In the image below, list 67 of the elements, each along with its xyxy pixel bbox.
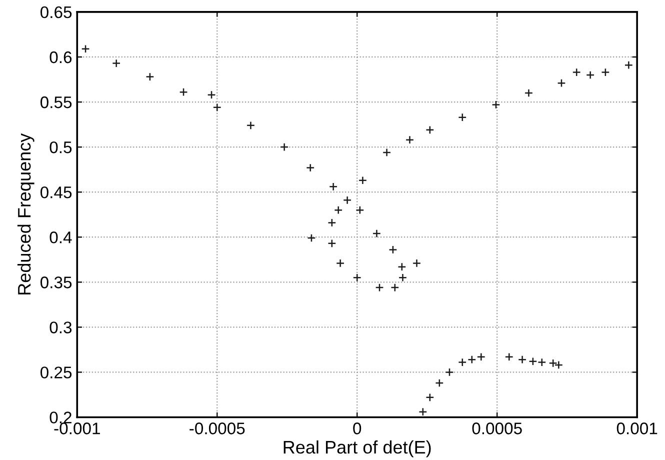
point xyxy=(518,355,527,364)
point xyxy=(356,206,364,214)
point xyxy=(358,176,368,185)
point xyxy=(334,206,343,214)
point xyxy=(538,358,546,367)
point xyxy=(375,283,384,292)
point xyxy=(112,58,121,68)
x-tick-label: -0.0005 xyxy=(190,422,245,434)
point xyxy=(352,273,362,282)
point xyxy=(528,357,538,366)
point xyxy=(388,245,398,254)
point xyxy=(418,408,428,416)
point xyxy=(328,218,336,227)
y-tick-label: 0.2 xyxy=(50,412,72,424)
y-tick-label: 0.35 xyxy=(40,276,72,288)
y-tick-label: 0.25 xyxy=(40,366,72,378)
point xyxy=(601,68,610,77)
point xyxy=(328,239,336,248)
point xyxy=(445,368,454,376)
point xyxy=(554,360,563,370)
y-tick-label: 0.5 xyxy=(50,141,72,154)
point xyxy=(492,100,500,110)
point xyxy=(390,283,400,292)
point xyxy=(212,103,222,112)
point xyxy=(548,358,558,368)
point xyxy=(343,196,352,204)
point xyxy=(146,72,154,82)
point xyxy=(586,70,595,80)
point xyxy=(426,393,434,402)
point xyxy=(280,142,289,152)
point xyxy=(476,352,486,362)
point xyxy=(382,148,392,157)
point xyxy=(307,234,316,242)
point xyxy=(624,60,633,70)
point xyxy=(329,182,338,191)
x-tick-label: 0.001 xyxy=(616,422,658,434)
point xyxy=(458,358,467,367)
point xyxy=(557,78,566,88)
point xyxy=(458,113,467,122)
x-axis-title: Real Part of det(E) xyxy=(284,440,431,458)
point xyxy=(524,88,534,98)
x-tick-label: -0.001 xyxy=(54,422,100,434)
y-tick-label: 0.45 xyxy=(40,186,72,198)
point xyxy=(398,273,408,282)
point xyxy=(207,90,216,100)
point xyxy=(336,258,345,268)
y-tick-label: 0.4 xyxy=(50,232,72,244)
point xyxy=(572,68,581,77)
y-tick-label: 0.55 xyxy=(40,96,72,108)
point xyxy=(435,378,444,388)
point xyxy=(468,355,476,364)
point xyxy=(426,126,434,134)
point xyxy=(179,88,188,96)
x-tick-label: 0 xyxy=(353,422,362,434)
y-axis-title: Reduced Frequency xyxy=(17,133,34,294)
y-tick-label: 0.65 xyxy=(40,6,72,18)
point xyxy=(81,44,90,54)
point xyxy=(504,352,514,362)
point xyxy=(405,136,414,144)
point xyxy=(246,121,256,130)
x-tick-label: 0.0005 xyxy=(472,422,522,434)
y-tick-label: 0.3 xyxy=(50,322,72,334)
point xyxy=(306,163,315,172)
point xyxy=(412,258,422,268)
y-tick-label: 0.6 xyxy=(50,51,72,64)
point xyxy=(398,262,406,272)
point xyxy=(372,229,381,238)
